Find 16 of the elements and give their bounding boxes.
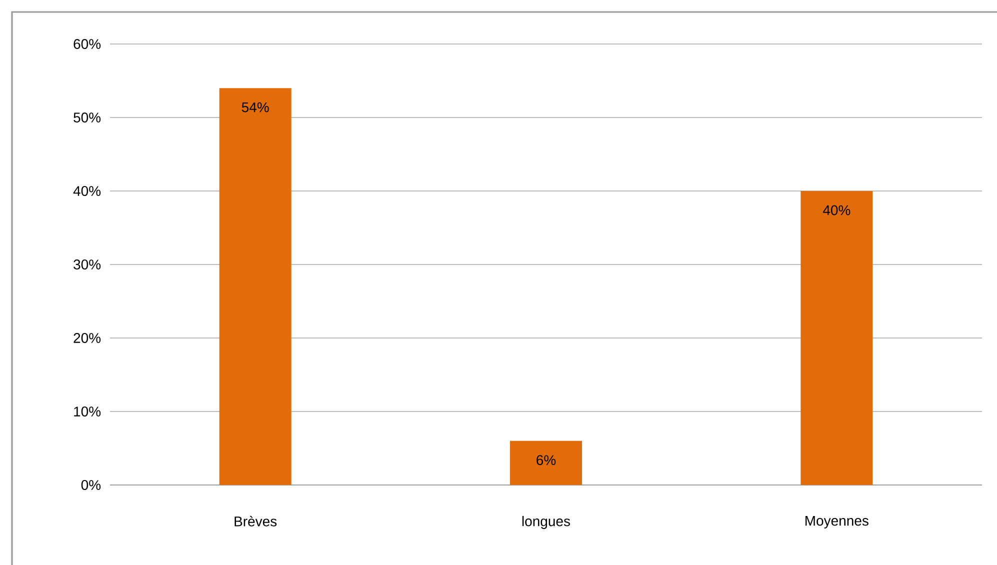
y-tick-label: 20%: [74, 333, 101, 343]
bar: [800, 191, 873, 485]
data-label: 40%: [822, 205, 850, 216]
y-tick-label: 40%: [73, 186, 101, 196]
y-tick-label: 50%: [74, 112, 101, 122]
y-tick-label: 60%: [74, 39, 101, 49]
data-label: 54%: [242, 102, 269, 112]
bar: [219, 88, 292, 485]
y-tick-label: 0%: [81, 480, 101, 490]
y-tick-label: 10%: [74, 406, 101, 416]
bar: [510, 440, 582, 485]
x-tick-label: Moyennes: [806, 516, 868, 528]
x-tick-label: longues: [522, 516, 570, 529]
x-tick-label: Brèves: [234, 516, 277, 526]
data-label: 6%: [536, 455, 556, 466]
y-tick-label: 30%: [74, 260, 101, 270]
